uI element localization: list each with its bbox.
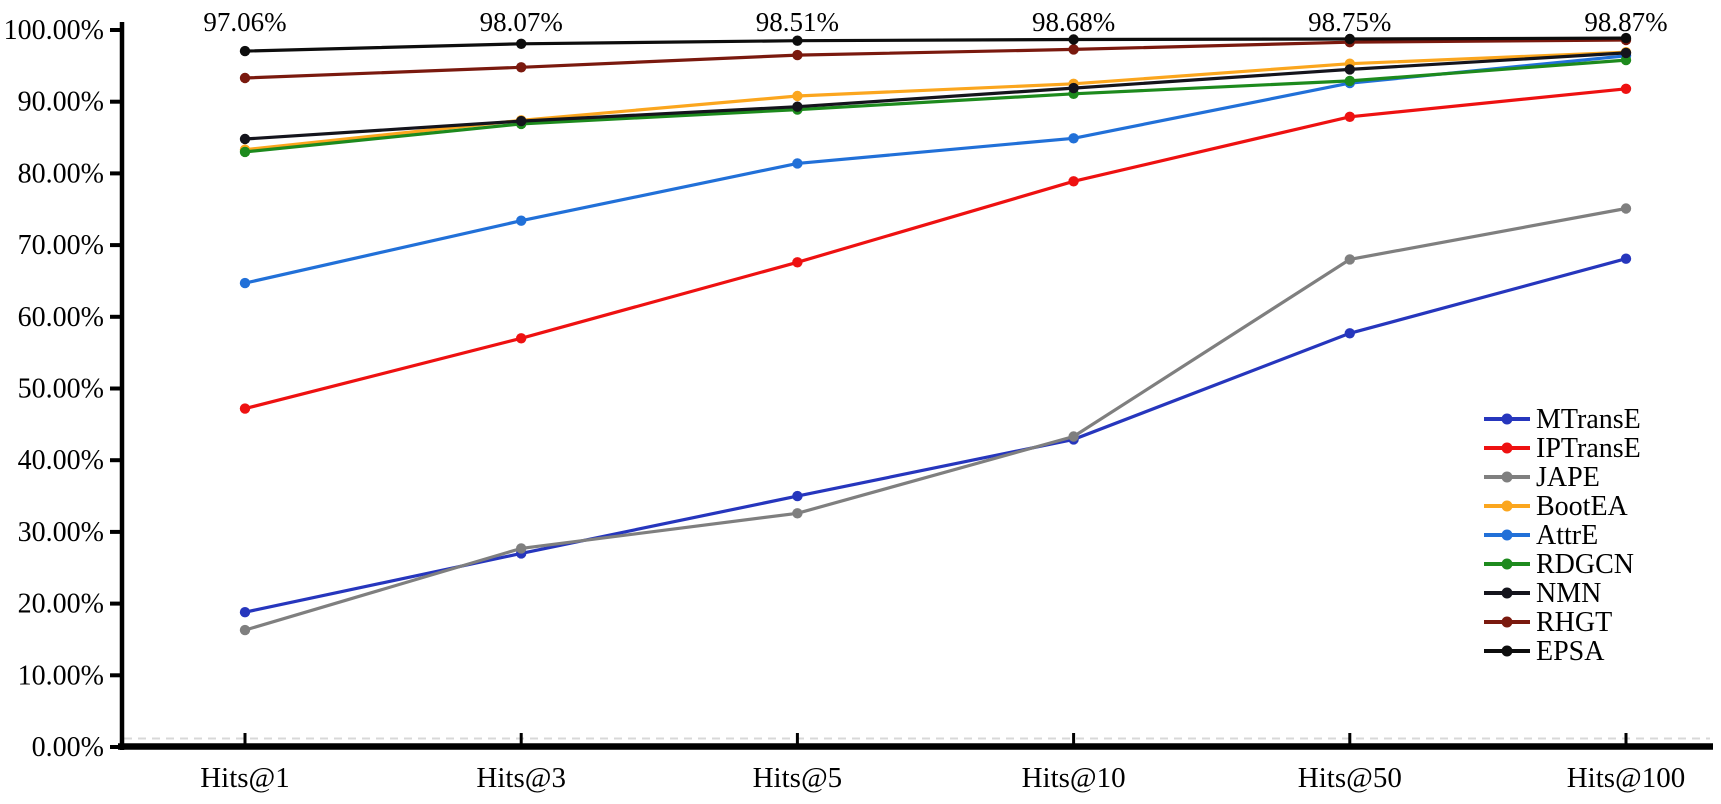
y-tick-label: 70.00% xyxy=(18,230,104,261)
top-annotation-label: 97.06% xyxy=(203,7,286,37)
data-point-MTransE xyxy=(792,490,803,502)
legend-item-RHGT: RHGT xyxy=(1484,607,1612,638)
series-line-RDGCN xyxy=(243,58,1628,154)
legend-item-IPTransE: IPTransE xyxy=(1484,433,1641,464)
top-annotation-label: 98.51% xyxy=(756,7,839,37)
y-tick-label: 40.00% xyxy=(18,445,104,476)
legend-item-NMN: NMN xyxy=(1484,578,1601,609)
data-point-RDGCN xyxy=(1344,75,1356,87)
legend-item-BootEA: BootEA xyxy=(1484,491,1629,522)
y-tick-label: 0.00% xyxy=(32,732,104,763)
x-tick-label: Hits@100 xyxy=(1567,762,1686,794)
x-tick-label: Hits@5 xyxy=(753,762,843,794)
legend-marker xyxy=(1501,413,1513,425)
data-point-JAPE xyxy=(792,508,803,519)
legend-label: NMN xyxy=(1536,578,1601,609)
data-point-RHGT xyxy=(239,72,251,84)
data-point-NMN xyxy=(1344,64,1356,75)
data-point-EPSA xyxy=(1068,34,1079,45)
x-tick-label: Hits@3 xyxy=(476,762,566,794)
series-line-EPSA xyxy=(243,36,1628,53)
top-annotation-label: 98.87% xyxy=(1584,7,1667,37)
top-annotation-label: 98.07% xyxy=(480,7,563,37)
y-tick-label: 50.00% xyxy=(18,374,104,405)
data-point-AttrE xyxy=(516,215,527,226)
legend-label: JAPE xyxy=(1536,462,1600,493)
y-tick-label: 80.00% xyxy=(18,158,104,189)
legend-label: AttrE xyxy=(1536,520,1598,551)
series-line-MTransE xyxy=(243,257,1628,614)
data-point-EPSA xyxy=(792,35,803,46)
series-line-JAPE xyxy=(243,206,1628,632)
legend-label: MTransE xyxy=(1536,404,1641,435)
top-annotation-label: 98.75% xyxy=(1308,7,1391,37)
legend-marker xyxy=(1501,645,1513,657)
data-point-AttrE xyxy=(1068,133,1079,144)
top-annotation-label: 98.68% xyxy=(1032,7,1115,37)
y-tick-label: 20.00% xyxy=(18,589,104,620)
legend-item-MTransE: MTransE xyxy=(1484,404,1641,435)
data-point-RHGT xyxy=(792,49,803,61)
legend-marker xyxy=(1501,442,1513,454)
data-point-BootEA xyxy=(792,90,803,102)
data-point-JAPE xyxy=(1344,254,1356,265)
data-point-JAPE xyxy=(516,543,527,554)
legend-marker xyxy=(1501,500,1513,512)
legend-item-RDGCN: RDGCN xyxy=(1484,549,1634,580)
data-point-IPTransE xyxy=(1068,176,1079,187)
data-point-RHGT xyxy=(516,62,527,73)
data-point-NMN xyxy=(1620,47,1632,59)
legend-marker xyxy=(1501,587,1513,599)
legend-label: EPSA xyxy=(1536,636,1605,667)
data-point-EPSA xyxy=(516,38,527,49)
y-tick-label: 30.00% xyxy=(18,517,104,548)
series-line-IPTransE xyxy=(243,87,1628,411)
x-tick-label: Hits@50 xyxy=(1298,762,1402,794)
data-point-RDGCN xyxy=(239,146,251,158)
legend-marker xyxy=(1501,558,1513,570)
legend-label: RHGT xyxy=(1536,607,1612,638)
y-tick-label: 10.00% xyxy=(18,660,104,691)
legend-label: BootEA xyxy=(1536,491,1629,522)
data-point-MTransE xyxy=(239,607,251,618)
series-line-RHGT xyxy=(243,38,1628,80)
data-point-NMN xyxy=(792,101,803,112)
data-point-MTransE xyxy=(1344,328,1356,339)
x-tick-label: Hits@1 xyxy=(200,762,290,794)
legend-marker xyxy=(1501,616,1513,628)
data-point-JAPE xyxy=(239,624,251,636)
data-point-JAPE xyxy=(1068,431,1079,442)
data-point-IPTransE xyxy=(1344,111,1356,123)
data-point-EPSA xyxy=(1344,33,1356,45)
data-point-MTransE xyxy=(1620,253,1632,264)
data-point-JAPE xyxy=(1620,203,1632,214)
data-point-IPTransE xyxy=(792,257,803,268)
legend-label: RDGCN xyxy=(1536,549,1634,580)
y-tick-label: 100.00% xyxy=(4,15,104,46)
data-point-NMN xyxy=(239,133,251,145)
legend-marker xyxy=(1501,471,1513,483)
data-point-NMN xyxy=(516,115,527,127)
y-tick-label: 60.00% xyxy=(18,302,104,333)
legend-label: IPTransE xyxy=(1536,433,1641,464)
data-point-AttrE xyxy=(792,158,803,169)
data-point-EPSA xyxy=(1620,32,1632,44)
data-point-IPTransE xyxy=(516,333,527,344)
data-point-AttrE xyxy=(239,277,251,289)
legend-item-EPSA: EPSA xyxy=(1484,636,1605,667)
data-point-IPTransE xyxy=(239,403,251,414)
legend-marker xyxy=(1501,529,1513,541)
legend-item-JAPE: JAPE xyxy=(1484,462,1600,493)
series-line-NMN xyxy=(243,51,1628,141)
y-tick-label: 90.00% xyxy=(18,87,104,118)
x-tick-label: Hits@10 xyxy=(1022,762,1126,794)
data-point-RDGCN xyxy=(1620,54,1632,66)
legend-item-AttrE: AttrE xyxy=(1484,520,1598,551)
data-point-NMN xyxy=(1068,82,1079,94)
data-point-EPSA xyxy=(239,45,251,57)
data-point-IPTransE xyxy=(1620,83,1632,95)
data-point-RHGT xyxy=(1068,44,1079,55)
